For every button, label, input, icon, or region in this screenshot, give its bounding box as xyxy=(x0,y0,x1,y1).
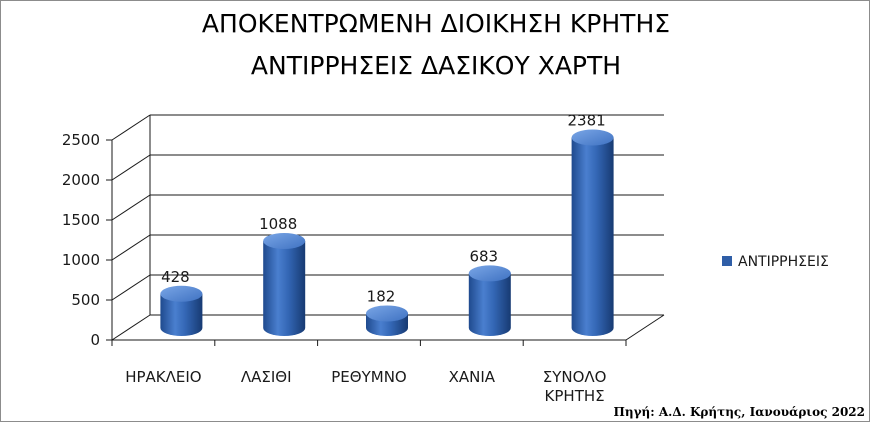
category-label: ΡΕΘΥΜΝΟ xyxy=(331,368,406,386)
data-label: 1088 xyxy=(259,215,297,233)
gridline-side xyxy=(111,114,151,141)
bar xyxy=(468,265,511,336)
bars xyxy=(160,129,614,336)
legend-swatch xyxy=(722,256,732,266)
category-label: ΗΡΑΚΛΕΙΟ xyxy=(125,368,201,386)
bar-cap xyxy=(571,129,614,146)
bar-body xyxy=(468,273,511,336)
bar-body xyxy=(263,240,306,336)
category-label: ΧΑΝΙΑ xyxy=(449,368,496,386)
bar-body xyxy=(571,137,614,336)
y-tick-label: 1500 xyxy=(62,211,100,229)
bar-cap xyxy=(366,305,408,322)
data-label: 2381 xyxy=(568,112,606,130)
chart-title-line-1: ΑΠΟΚΕΝΤΡΩΜΕΝΗ ΔΙΟΙΚΗΣΗ ΚΡΗΤΗΣ xyxy=(202,9,670,38)
y-tick-label: 2000 xyxy=(62,171,100,189)
bar-cap xyxy=(468,265,511,282)
gridline-side xyxy=(111,274,151,301)
bar-cap xyxy=(160,285,203,302)
source-note: Πηγή: Α.Δ. Κρήτης, Ιανουάριος 2022 xyxy=(614,405,865,419)
bar xyxy=(571,129,614,336)
gridline-side xyxy=(111,314,151,341)
data-label: 182 xyxy=(367,287,396,305)
category-label: ΣΥΝΟΛΟ xyxy=(543,368,607,386)
y-tick-label: 2500 xyxy=(62,131,100,149)
data-labels: 428 1088 182 683 2381 xyxy=(161,112,606,306)
category-label: ΛΑΣΙΘΙ xyxy=(241,368,292,386)
gridline-side xyxy=(111,194,151,221)
category-label: ΚΡΗΤΗΣ xyxy=(545,387,605,405)
bar xyxy=(366,305,408,336)
bar xyxy=(160,285,203,336)
y-tick-label: 1000 xyxy=(62,251,100,269)
y-tick-label: 500 xyxy=(71,291,100,309)
bar xyxy=(263,232,306,336)
bar-cap xyxy=(263,232,306,249)
data-label: 683 xyxy=(469,247,498,265)
floor-edge xyxy=(625,314,665,341)
legend: ΑΝΤΙΡΡΗΣΕΙΣ xyxy=(722,254,829,270)
data-label: 428 xyxy=(161,268,190,286)
legend-entry: ΑΝΤΙΡΡΗΣΕΙΣ xyxy=(738,254,829,270)
gridline-side xyxy=(111,154,151,181)
gridline-side xyxy=(111,234,151,261)
chart-title-line-2: ΑΝΤΙΡΡΗΣΕΙΣ ΔΑΣΙΚΟΥ ΧΑΡΤΗ xyxy=(251,51,621,80)
bar-body xyxy=(160,293,203,336)
y-tick-label: 0 xyxy=(90,331,100,349)
